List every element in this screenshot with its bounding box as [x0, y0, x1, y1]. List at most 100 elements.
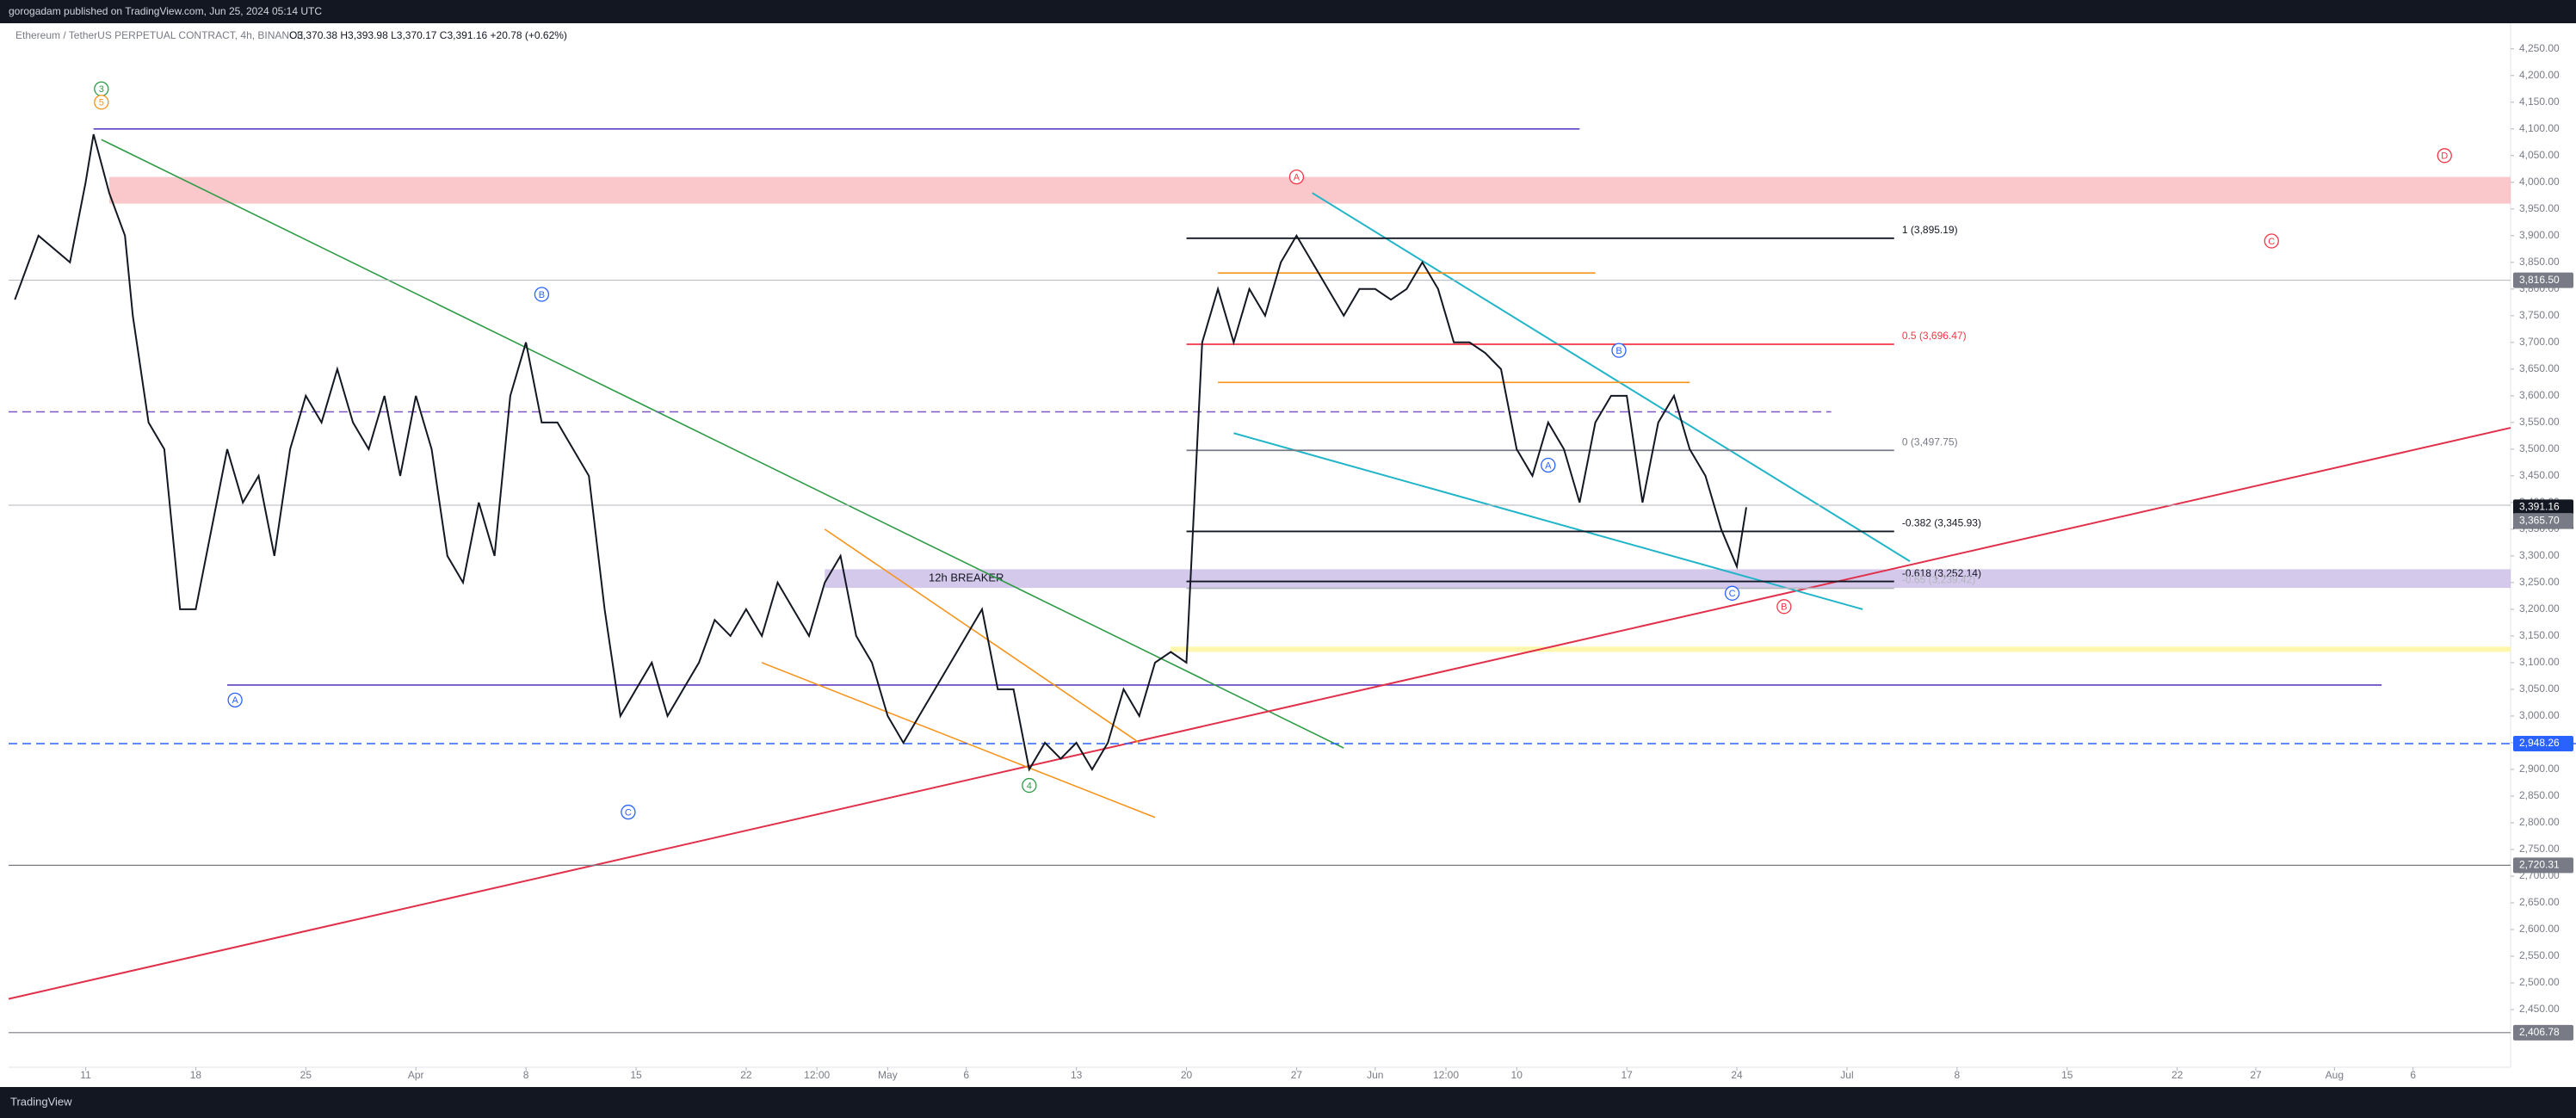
wave-marker: [1776, 599, 1792, 615]
fib-label: -0.65 (3,239.42): [1902, 574, 1975, 586]
fib-label: -0.618 (3,252.14): [1902, 567, 1981, 579]
header-bar: [0, 0, 2576, 23]
wave-label: D: [2441, 151, 2448, 162]
y-tick-label: 2,750.00: [2519, 843, 2560, 855]
price-tag: [2513, 1024, 2573, 1041]
y-tick-label: 4,100.00: [2519, 122, 2560, 134]
fib-label: 0.5 (3,696.47): [1902, 330, 1967, 342]
wave-label: B: [1781, 602, 1787, 613]
y-tick-label: 4,150.00: [2519, 96, 2560, 108]
y-tick-label: 2,850.00: [2519, 789, 2560, 801]
y-tick-label: 3,450.00: [2519, 469, 2560, 481]
wave-marker: [621, 804, 636, 820]
trend-line: [824, 528, 1140, 744]
y-tick-label: 3,200.00: [2519, 602, 2560, 615]
y-tick-label: 2,500.00: [2519, 976, 2560, 988]
x-tick-label: 15: [2061, 1069, 2073, 1081]
y-tick-label: 3,150.00: [2519, 629, 2560, 641]
price-tag: [2513, 272, 2573, 288]
y-tick-label: 3,050.00: [2519, 683, 2560, 695]
trend-line: [8, 427, 2511, 1000]
price-tag-label: 2,948.26: [2519, 737, 2560, 749]
yellow-zone: [1171, 646, 2511, 652]
brand: TradingView: [10, 1095, 72, 1108]
footer-bar: [0, 1087, 2576, 1118]
y-tick-label: 2,550.00: [2519, 949, 2560, 961]
trend-line: [101, 139, 1344, 749]
x-tick-label: 6: [2410, 1069, 2416, 1081]
y-tick-label: 3,950.00: [2519, 202, 2560, 214]
x-tick-label: 25: [300, 1069, 312, 1081]
x-tick-label: 12:00: [1433, 1069, 1459, 1081]
wave-label: 3: [99, 84, 104, 95]
wave-label: A: [1545, 460, 1552, 471]
zone-label: 12h BREAKER: [929, 571, 1004, 584]
trend-line: [1312, 192, 1911, 562]
x-tick-label: 8: [523, 1069, 529, 1081]
y-tick-label: 2,800.00: [2519, 816, 2560, 828]
trend-line: [761, 662, 1156, 818]
wave-label: 5: [99, 98, 104, 108]
wave-label: C: [2268, 237, 2275, 247]
price-tag: [2513, 513, 2573, 529]
x-tick-label: 8: [1954, 1069, 1960, 1081]
y-tick-label: 3,750.00: [2519, 309, 2560, 321]
x-tick-label: 10: [1511, 1069, 1523, 1081]
x-tick-label: Jul: [1840, 1069, 1853, 1081]
price-tag: [2513, 499, 2573, 516]
wave-marker: [1724, 585, 1740, 601]
y-tick-label: 2,600.00: [2519, 923, 2560, 935]
breaker-zone: [825, 569, 2511, 589]
x-tick-label: 18: [190, 1069, 202, 1081]
y-tick-label: 3,000.00: [2519, 709, 2560, 721]
fib-label: 0 (3,497.75): [1902, 435, 1958, 448]
ohlc: O3,370.38 H3,393.98 L3,370.17 C3,391.16 …: [289, 29, 567, 41]
y-tick-label: 3,250.00: [2519, 576, 2560, 588]
y-tick-label: 2,450.00: [2519, 1003, 2560, 1015]
wave-marker: [1022, 777, 1037, 794]
y-tick-label: 3,500.00: [2519, 442, 2560, 454]
fib-label: 1 (3,895.19): [1902, 224, 1958, 236]
price-tag-label: 3,391.16: [2519, 501, 2560, 513]
x-tick-label: 15: [630, 1069, 642, 1081]
wave-marker: [534, 287, 550, 302]
wave-label: C: [625, 807, 632, 818]
y-tick-label: 3,600.00: [2519, 389, 2560, 401]
y-tick-label: 3,550.00: [2519, 416, 2560, 428]
x-tick-label: 20: [1181, 1069, 1193, 1081]
wave-marker: [2264, 233, 2279, 249]
y-tick-label: 4,050.00: [2519, 149, 2560, 161]
x-tick-label: 12:00: [804, 1069, 830, 1081]
x-tick-label: 13: [1071, 1069, 1083, 1081]
price-tag-label: 2,720.31: [2519, 859, 2560, 871]
price-tag-label: 3,816.50: [2519, 274, 2560, 286]
y-tick-label: 3,700.00: [2519, 336, 2560, 348]
y-tick-label: 4,200.00: [2519, 69, 2560, 81]
wave-label: A: [1294, 173, 1300, 183]
supply-zone: [108, 176, 2511, 204]
trend-line: [1233, 432, 1863, 610]
x-tick-label: Apr: [408, 1069, 424, 1081]
price-tag-label: 2,406.78: [2519, 1026, 2560, 1038]
y-tick-label: 3,300.00: [2519, 549, 2560, 561]
y-tick-label: 3,900.00: [2519, 229, 2560, 241]
publisher: gorogadam published on TradingView.com, …: [9, 5, 322, 17]
y-tick-label: 4,000.00: [2519, 176, 2560, 188]
x-tick-label: 27: [1291, 1069, 1303, 1081]
y-tick-label: 4,250.00: [2519, 42, 2560, 54]
y-tick-label: 2,900.00: [2519, 763, 2560, 775]
x-tick-label: May: [878, 1069, 898, 1081]
wave-marker: [227, 692, 243, 707]
wave-marker: [2437, 148, 2452, 164]
wave-marker: [1288, 169, 1305, 185]
y-tick-label: 2,650.00: [2519, 896, 2560, 908]
price-tag-label: 3,365.70: [2519, 514, 2560, 526]
wave-marker: [1541, 457, 1556, 473]
x-tick-label: 22: [740, 1069, 752, 1081]
wave-marker: [94, 95, 109, 110]
x-tick-label: 6: [963, 1069, 969, 1081]
y-tick-label: 3,100.00: [2519, 656, 2560, 668]
wave-label: C: [1729, 589, 1736, 599]
